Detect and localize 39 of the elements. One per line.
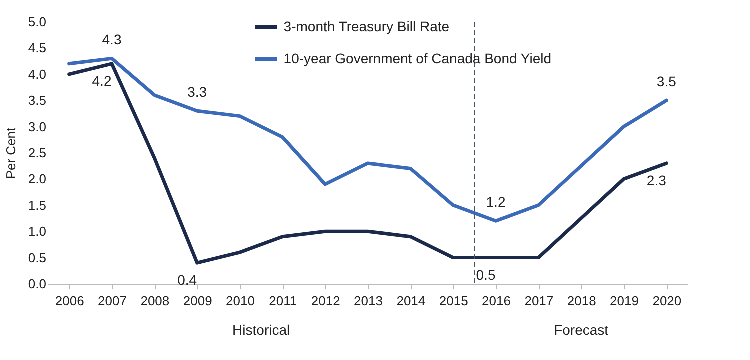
y-tick-label: 3.0 xyxy=(28,119,46,134)
x-tick-label: 2009 xyxy=(183,294,212,308)
legend-label: 3-month Treasury Bill Rate xyxy=(284,18,450,34)
x-tick-label: 2006 xyxy=(55,294,84,308)
data-label: 3.5 xyxy=(656,74,677,90)
x-tick-label: 2019 xyxy=(610,294,639,308)
x-tick-label: 2014 xyxy=(396,294,426,308)
y-tick-label: 4.0 xyxy=(28,66,46,82)
text: Forecast xyxy=(554,322,609,338)
y-tick-label: 2.0 xyxy=(28,172,46,187)
legend-label: 10-year Government of Canada Bond Yield xyxy=(284,50,552,66)
data-label: 3.3 xyxy=(188,84,208,100)
text: Historical xyxy=(232,322,290,338)
y-tick-label: 2.5 xyxy=(28,146,46,160)
y-tick-label: 1.0 xyxy=(28,224,46,240)
data-label: 0.4 xyxy=(178,272,198,288)
y-tick-label: 3.5 xyxy=(28,93,46,108)
y-tick-label: 1.5 xyxy=(28,198,46,213)
x-tick-label: 2011 xyxy=(269,294,298,308)
x-tick-label: 2020 xyxy=(652,294,682,308)
x-tick-label: 2018 xyxy=(567,294,596,308)
x-tick-label: 2007 xyxy=(98,294,127,308)
x-tick-label: 2008 xyxy=(140,294,170,308)
x-tick-label: 2017 xyxy=(524,294,554,308)
y-tick-label: 0.5 xyxy=(28,250,46,266)
x-tick-label: 2015 xyxy=(439,294,468,308)
y-axis-title: Per Cent xyxy=(3,127,18,180)
data-label: 1.2 xyxy=(486,194,506,210)
x-tick-label: 2010 xyxy=(226,294,255,308)
y-tick-label: 4.5 xyxy=(28,40,46,56)
x-tick-label: 2016 xyxy=(482,294,511,308)
x-tick-label: 2012 xyxy=(311,294,340,308)
y-tick-label: 5.0 xyxy=(28,14,46,30)
data-label: 4.3 xyxy=(102,32,122,48)
x-tick-label: 2013 xyxy=(354,294,383,308)
data-label: 4.2 xyxy=(92,72,112,89)
y-tick-label: 0.0 xyxy=(28,276,46,292)
data-label: 2.3 xyxy=(646,172,667,188)
data-label: 0.5 xyxy=(476,266,496,283)
